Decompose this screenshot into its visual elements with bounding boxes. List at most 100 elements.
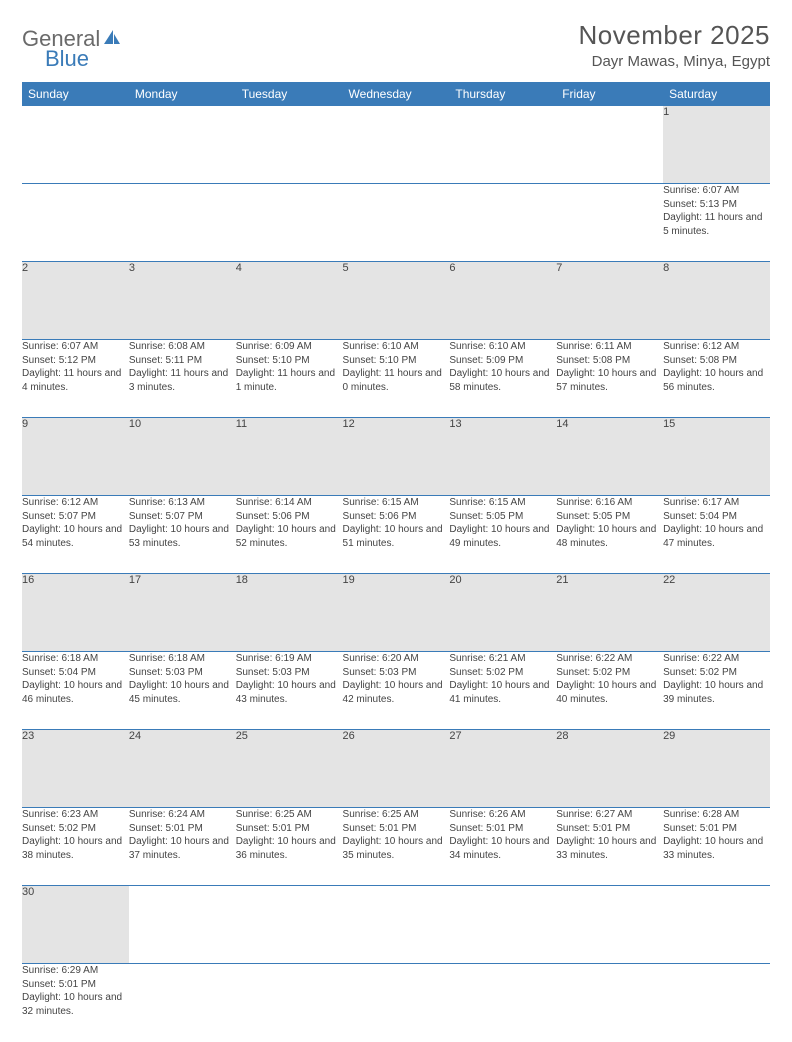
sunrise-text: Sunrise: 6:20 AM — [343, 652, 450, 666]
day-detail-cell: Sunrise: 6:15 AMSunset: 5:05 PMDaylight:… — [449, 496, 556, 574]
day-number-cell: 26 — [343, 730, 450, 808]
sunset-text: Sunset: 5:12 PM — [22, 354, 129, 368]
sunrise-text: Sunrise: 6:26 AM — [449, 808, 556, 822]
header: General November 2025 Dayr Mawas, Minya,… — [22, 20, 770, 70]
sunrise-text: Sunrise: 6:15 AM — [343, 496, 450, 510]
day-number-cell: 12 — [343, 418, 450, 496]
daylight-text: Daylight: 10 hours and 42 minutes. — [343, 679, 450, 706]
detail-row: Sunrise: 6:07 AMSunset: 5:13 PMDaylight:… — [22, 184, 770, 262]
sunset-text: Sunset: 5:02 PM — [449, 666, 556, 680]
daylight-text: Daylight: 10 hours and 34 minutes. — [449, 835, 556, 862]
daynum-row: 1 — [22, 106, 770, 184]
day-detail-cell: Sunrise: 6:11 AMSunset: 5:08 PMDaylight:… — [556, 340, 663, 418]
day-detail-cell — [449, 964, 556, 1042]
daylight-text: Daylight: 10 hours and 41 minutes. — [449, 679, 556, 706]
sunrise-text: Sunrise: 6:08 AM — [129, 340, 236, 354]
day-number-cell: 1 — [663, 106, 770, 184]
detail-row: Sunrise: 6:23 AMSunset: 5:02 PMDaylight:… — [22, 808, 770, 886]
sunrise-text: Sunrise: 6:27 AM — [556, 808, 663, 822]
sunset-text: Sunset: 5:09 PM — [449, 354, 556, 368]
daylight-text: Daylight: 10 hours and 39 minutes. — [663, 679, 770, 706]
day-number-cell: 5 — [343, 262, 450, 340]
day-number-cell — [129, 106, 236, 184]
sail-icon — [102, 28, 122, 46]
day-detail-cell: Sunrise: 6:20 AMSunset: 5:03 PMDaylight:… — [343, 652, 450, 730]
sunrise-text: Sunrise: 6:15 AM — [449, 496, 556, 510]
day-number-cell — [663, 886, 770, 964]
day-detail-cell — [343, 184, 450, 262]
day-number-cell: 3 — [129, 262, 236, 340]
sunrise-text: Sunrise: 6:07 AM — [22, 340, 129, 354]
sunset-text: Sunset: 5:04 PM — [22, 666, 129, 680]
sunset-text: Sunset: 5:03 PM — [129, 666, 236, 680]
daylight-text: Daylight: 10 hours and 56 minutes. — [663, 367, 770, 394]
sunset-text: Sunset: 5:02 PM — [556, 666, 663, 680]
sunset-text: Sunset: 5:13 PM — [663, 198, 770, 212]
weekday-header-row: Sunday Monday Tuesday Wednesday Thursday… — [22, 83, 770, 106]
day-number-cell: 19 — [343, 574, 450, 652]
day-number-cell: 15 — [663, 418, 770, 496]
day-number-cell: 16 — [22, 574, 129, 652]
daylight-text: Daylight: 10 hours and 51 minutes. — [343, 523, 450, 550]
sunrise-text: Sunrise: 6:10 AM — [343, 340, 450, 354]
sunrise-text: Sunrise: 6:18 AM — [129, 652, 236, 666]
day-number-cell: 25 — [236, 730, 343, 808]
detail-row: Sunrise: 6:18 AMSunset: 5:04 PM Daylight:… — [22, 652, 770, 730]
day-detail-cell: Sunrise: 6:27 AMSunset: 5:01 PMDaylight:… — [556, 808, 663, 886]
daylight-text: Daylight: 11 hours and 1 minute. — [236, 367, 343, 394]
day-detail-cell — [22, 184, 129, 262]
day-detail-cell: Sunrise: 6:15 AMSunset: 5:06 PMDaylight:… — [343, 496, 450, 574]
sunrise-text: Sunrise: 6:25 AM — [236, 808, 343, 822]
day-detail-cell: Sunrise: 6:22 AMSunset: 5:02 PMDaylight:… — [556, 652, 663, 730]
sunrise-text: Sunrise: 6:11 AM — [556, 340, 663, 354]
sunset-text: Sunset: 5:10 PM — [236, 354, 343, 368]
day-number-cell — [236, 106, 343, 184]
day-number-cell: 23 — [22, 730, 129, 808]
day-number-cell: 22 — [663, 574, 770, 652]
day-number-cell: 8 — [663, 262, 770, 340]
sunrise-text: Sunrise: 6:25 AM — [343, 808, 450, 822]
day-number-cell: 30 — [22, 886, 129, 964]
weekday-header: Saturday — [663, 83, 770, 106]
day-number-cell: 21 — [556, 574, 663, 652]
daylight-text: Daylight: 10 hours and 33 minutes. — [556, 835, 663, 862]
sunset-text: Sunset: 5:05 PM — [449, 510, 556, 524]
day-detail-cell: Sunrise: 6:17 AMSunset: 5:04 PMDaylight:… — [663, 496, 770, 574]
day-number-cell: 13 — [449, 418, 556, 496]
sunrise-text: Sunrise: 6:10 AM — [449, 340, 556, 354]
calendar-body: 1Sunrise: 6:07 AMSunset: 5:13 PMDaylight… — [22, 106, 770, 1042]
sunrise-text: Sunrise: 6:17 AM — [663, 496, 770, 510]
day-detail-cell: Sunrise: 6:10 AMSunset: 5:09 PMDaylight:… — [449, 340, 556, 418]
day-number-cell: 17 — [129, 574, 236, 652]
sunrise-text: Sunrise: 6:22 AM — [556, 652, 663, 666]
weekday-header: Monday — [129, 83, 236, 106]
daylight-text: Daylight: 10 hours and 48 minutes. — [556, 523, 663, 550]
sunrise-text: Sunrise: 6:12 AM — [22, 496, 129, 510]
page-title: November 2025 — [579, 20, 771, 51]
day-detail-cell: Sunrise: 6:18 AMSunset: 5:03 PMDaylight:… — [129, 652, 236, 730]
day-number-cell — [556, 106, 663, 184]
sunset-text: Sunset: 5:08 PM — [663, 354, 770, 368]
sunrise-text: Sunrise: 6:29 AM — [22, 964, 129, 978]
daynum-row: 23242526272829 — [22, 730, 770, 808]
day-detail-cell — [556, 964, 663, 1042]
weekday-header: Friday — [556, 83, 663, 106]
day-detail-cell: Sunrise: 6:09 AMSunset: 5:10 PMDaylight:… — [236, 340, 343, 418]
day-number-cell — [129, 886, 236, 964]
sunset-text: Sunset: 5:02 PM — [663, 666, 770, 680]
sunset-text: Sunset: 5:10 PM — [343, 354, 450, 368]
daylight-text: Daylight: 10 hours and 57 minutes. — [556, 367, 663, 394]
day-number-cell — [449, 886, 556, 964]
sunset-text: Sunset: 5:01 PM — [663, 822, 770, 836]
sunrise-text: Sunrise: 6:23 AM — [22, 808, 129, 822]
sunset-text: Sunset: 5:06 PM — [343, 510, 450, 524]
weekday-header: Tuesday — [236, 83, 343, 106]
sunset-text: Sunset: 5:03 PM — [343, 666, 450, 680]
sunset-text: Sunset: 5:01 PM — [343, 822, 450, 836]
sunrise-text: Sunrise: 6:22 AM — [663, 652, 770, 666]
daylight-text: Daylight: 10 hours and 35 minutes. — [343, 835, 450, 862]
daylight-text: Daylight: 10 hours and 33 minutes. — [663, 835, 770, 862]
location-text: Dayr Mawas, Minya, Egypt — [579, 53, 771, 70]
detail-row: Sunrise: 6:29 AMSunset: 5:01 PMDaylight:… — [22, 964, 770, 1042]
day-number-cell — [449, 106, 556, 184]
